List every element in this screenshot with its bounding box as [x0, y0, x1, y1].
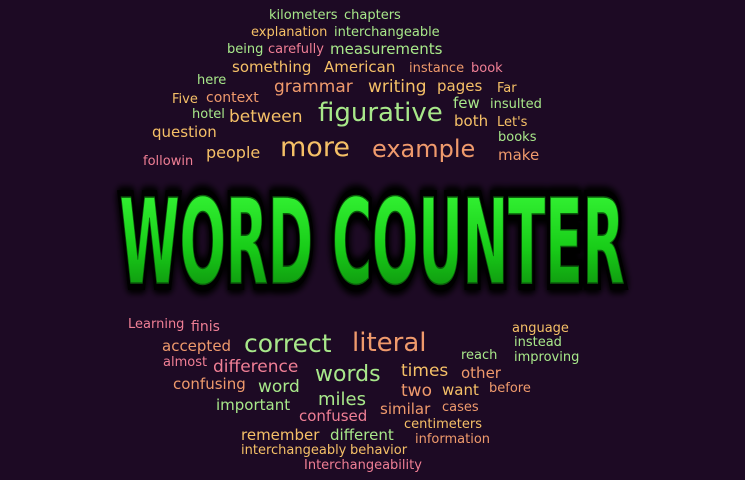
- cloud-word: context: [206, 90, 259, 106]
- cloud-word: book: [471, 61, 503, 76]
- cloud-word: different: [330, 426, 394, 444]
- cloud-word: pages: [437, 77, 483, 95]
- cloud-word: people: [206, 143, 261, 162]
- cloud-word: explanation: [251, 25, 328, 40]
- cloud-word: example: [372, 135, 476, 163]
- cloud-word: hotel: [192, 107, 225, 122]
- cloud-word: Interchangeability: [304, 458, 422, 473]
- cloud-word: times: [401, 361, 449, 381]
- cloud-word: Five: [172, 92, 198, 107]
- cloud-word: chapters: [344, 8, 401, 23]
- cloud-word: want: [442, 381, 479, 399]
- cloud-word: Let's: [497, 115, 528, 130]
- cloud-word: Far: [497, 81, 517, 96]
- cloud-word: interchangeable: [334, 25, 440, 40]
- cloud-word: more: [280, 132, 350, 163]
- cloud-word: interchangeably: [241, 443, 347, 458]
- cloud-word: almost: [163, 355, 208, 370]
- cloud-word: important: [216, 396, 291, 414]
- cloud-word: both: [454, 112, 489, 130]
- cloud-word: being: [227, 42, 264, 57]
- cloud-word: behavior: [350, 443, 408, 458]
- cloud-word: words: [315, 362, 381, 387]
- cloud-word: before: [489, 381, 531, 396]
- cloud-word: confusing: [173, 375, 246, 393]
- cloud-word: miles: [318, 389, 366, 410]
- cloud-word: instance: [409, 61, 465, 76]
- cloud-word: reach: [461, 348, 498, 363]
- cloud-word: something: [232, 58, 312, 76]
- cloud-word: similar: [380, 400, 431, 418]
- cloud-word: carefully: [268, 42, 324, 57]
- cloud-word: improving: [514, 350, 580, 365]
- cloud-word: writing: [368, 77, 427, 97]
- cloud-word: literal: [352, 328, 427, 358]
- cloud-word: few: [453, 94, 480, 112]
- cloud-word: word: [258, 377, 300, 397]
- cloud-word: Learning: [128, 317, 185, 332]
- cloud-word: kilometers: [269, 8, 338, 23]
- cloud-word: cases: [442, 400, 479, 415]
- cloud-word: remember: [241, 426, 320, 444]
- cloud-word: figurative: [318, 98, 443, 128]
- cloud-word: books: [498, 130, 537, 145]
- cloud-word: make: [498, 146, 540, 164]
- cloud-word: question: [152, 123, 217, 141]
- cloud-word: confused: [299, 407, 368, 425]
- cloud-word: centimeters: [404, 417, 482, 432]
- cloud-word: followin: [143, 154, 194, 169]
- cloud-word: difference: [213, 357, 299, 377]
- cloud-word: measurements: [330, 40, 443, 58]
- cloud-word: two: [401, 381, 432, 401]
- cloud-word: anguage: [512, 321, 569, 336]
- cloud-word: insulted: [490, 97, 542, 112]
- cloud-word: correct: [244, 329, 332, 358]
- cloud-word: grammar: [274, 77, 353, 97]
- cloud-word: information: [415, 432, 491, 447]
- cloud-word: between: [229, 107, 303, 127]
- cloud-word: accepted: [162, 337, 232, 355]
- cloud-word: American: [324, 58, 396, 76]
- cloud-word: here: [197, 73, 227, 88]
- cloud-word: finis: [191, 319, 220, 335]
- cloud-word: other: [461, 364, 501, 382]
- cloud-word: instead: [514, 335, 562, 350]
